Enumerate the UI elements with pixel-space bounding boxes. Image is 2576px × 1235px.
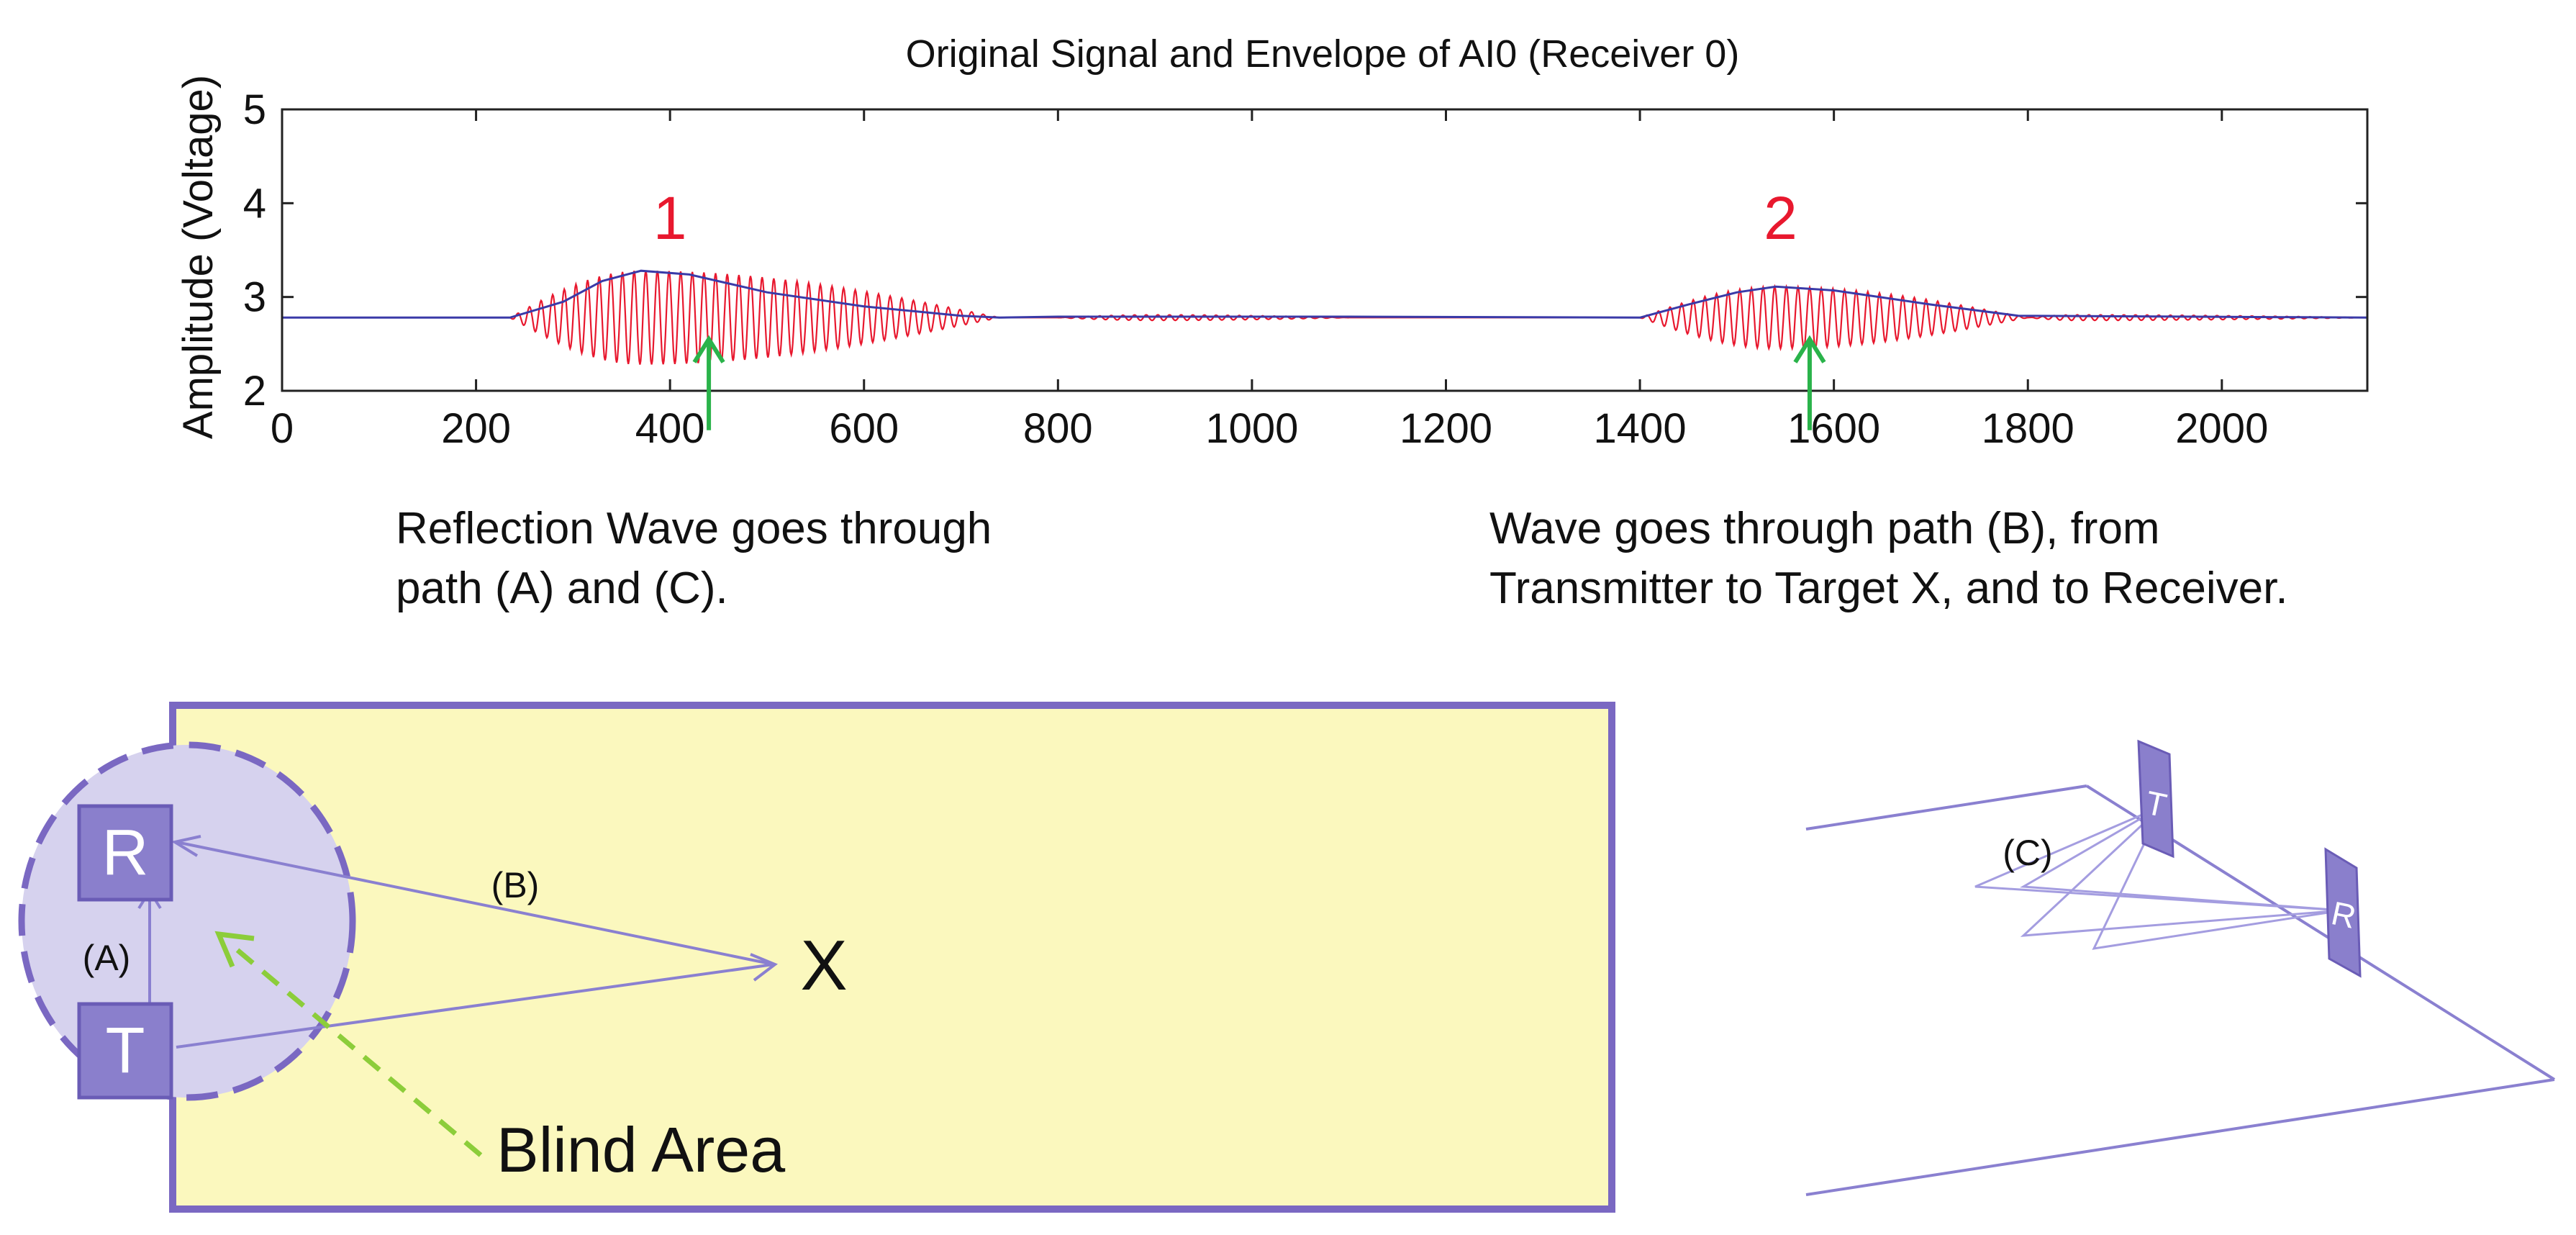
transmitter-panel	[2137, 739, 2174, 859]
x-tick-label: 0	[271, 405, 294, 452]
path-b-out-arrowhead	[750, 953, 778, 982]
path-c-reflections	[1974, 805, 2343, 950]
floor-back-edge	[1805, 784, 2087, 831]
x-tick-label: 1800	[1982, 405, 2074, 452]
x-tick-label: 400	[635, 405, 705, 452]
x-tick-label: 600	[829, 405, 899, 452]
path-b-return-arrowhead	[171, 835, 201, 857]
blind-area-label: Blind Area	[496, 1114, 785, 1185]
x-tick-label: 2000	[2175, 405, 2268, 452]
path-c-label: (C)	[2003, 833, 2052, 873]
left-caption-line-1: Reflection Wave goes through	[396, 504, 992, 553]
floor-front-edge	[1805, 1078, 2555, 1196]
blind-area-arrow-line	[227, 941, 483, 1157]
transmitter-box	[77, 1002, 173, 1100]
path-b-outgoing-line	[176, 963, 774, 1049]
y-tick-label: 2	[243, 368, 266, 415]
right-caption-line-1: Wave goes through path (B), from	[1489, 504, 2160, 553]
green-arrow-head	[692, 335, 725, 363]
x-tick-label: 1600	[1787, 405, 1880, 452]
y-tick-label: 4	[243, 180, 266, 227]
axis-ticks: 0 200 400 600 800 1000 1200 1400 1600 1800 2000 2 3 4…	[243, 86, 2367, 452]
x-tick-label: 200	[441, 405, 511, 452]
receiver-box	[77, 804, 173, 902]
captions: Reflection Wave goes through path (A) an…	[396, 504, 2288, 613]
y-axis-label: Amplitude (Voltage)	[175, 75, 222, 439]
left-caption-line-2: path (A) and (C).	[396, 564, 728, 613]
path-a-label: (A)	[83, 938, 131, 978]
signal-chart: Original Signal and Envelope of AI0 (Rec…	[175, 32, 2369, 452]
green-arrow-head	[1793, 335, 1826, 363]
envelope-series-line	[282, 269, 2368, 319]
plot-frame	[281, 108, 2369, 392]
receiver-label: R	[102, 817, 149, 889]
peak-number-label: 2	[1764, 184, 1797, 252]
x-tick-label: 800	[1023, 405, 1093, 452]
x-tick-label: 1400	[1594, 405, 1687, 452]
x-tick-label: 1000	[1205, 405, 1298, 452]
y-tick-label: 5	[243, 86, 266, 133]
perspective-diagram: T R (C)	[1805, 739, 2556, 1196]
path-b-return-line	[176, 841, 774, 966]
x-tick-label: 1200	[1400, 405, 1492, 452]
receiver-panel	[2324, 847, 2362, 978]
transmitter-label: T	[106, 1015, 145, 1087]
y-tick-label: 3	[243, 274, 266, 321]
room-area	[169, 702, 1615, 1213]
path-b-label: (B)	[491, 865, 540, 905]
top-view-diagram: R T (A) (B) X Blind Area	[18, 702, 1615, 1213]
reflection-ray-1	[1974, 805, 2343, 912]
reflection-ray-2	[2020, 805, 2343, 937]
right-caption-line-2: Transmitter to Target X, and to Receiver…	[1489, 564, 2288, 613]
target-x-label: X	[800, 926, 847, 1005]
reflection-ray-3	[2092, 805, 2343, 950]
peak-number-label: 1	[653, 184, 687, 252]
floor-outline	[1805, 784, 2556, 1196]
blind-area-arrowhead	[214, 931, 255, 968]
reflection-ray-4	[2020, 805, 2343, 912]
chart-title: Original Signal and Envelope of AI0 (Rec…	[906, 32, 1740, 76]
